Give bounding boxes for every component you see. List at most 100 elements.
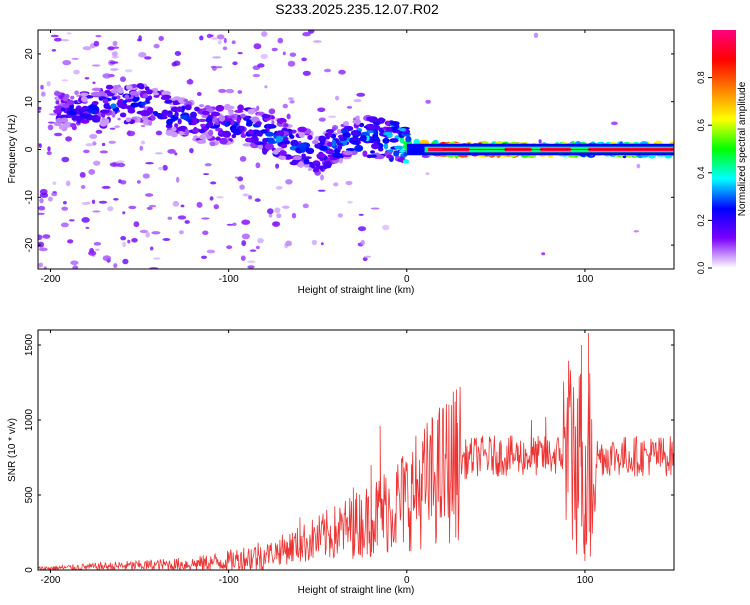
spectrogram-cell <box>213 204 219 210</box>
spectrogram-cell <box>255 121 262 126</box>
spectrogram-cell <box>68 219 75 222</box>
spectrogram-cell <box>251 116 260 123</box>
spectrogram-cell <box>252 73 261 78</box>
spectrogram-cell <box>99 109 110 114</box>
spectrogram-cell <box>142 93 149 99</box>
spectrogram-cell <box>359 134 367 142</box>
spectrogram-cell <box>183 98 188 103</box>
spectrogram-cell <box>232 61 238 66</box>
spectrogram-cell <box>198 104 205 108</box>
spectrogram-cell <box>240 133 247 138</box>
spectrogram-cell <box>101 112 106 118</box>
spectrogram-cell <box>144 56 152 60</box>
spectrogram-cell <box>364 255 372 258</box>
spectrogram-cell <box>176 176 180 183</box>
spectrogram-cell <box>209 141 216 147</box>
spectrogram-cell <box>311 239 318 246</box>
spectrogram-cell <box>257 63 265 68</box>
spectrogram-cell <box>260 53 268 60</box>
spectrogram-y-ticks: 20 10 0 -10 -20 <box>24 48 674 252</box>
spectrogram-cell <box>127 130 131 136</box>
x-tick-label: 0 <box>404 274 410 285</box>
colorbar-scale <box>712 30 736 268</box>
spectrogram-cell <box>150 246 154 251</box>
spectrogram-cell <box>133 221 140 228</box>
spectrogram-cell <box>54 105 64 110</box>
y-tick-label: -10 <box>24 190 35 205</box>
spectrogram-cell <box>389 138 399 143</box>
spectrogram-cell <box>350 139 361 145</box>
spectrogram-cell <box>170 131 178 138</box>
spectrogram-cell <box>102 255 112 262</box>
spectrogram-cell <box>205 117 213 123</box>
spectrogram-cell <box>280 143 288 149</box>
spectrogram-cell <box>232 222 237 226</box>
spectrogram-cell <box>38 212 45 215</box>
spectrogram-cell <box>331 139 336 147</box>
spectrogram-cell <box>235 176 239 179</box>
spectrogram-cell <box>92 210 101 213</box>
spectrogram-cell <box>255 162 261 169</box>
spectrogram-cell <box>242 193 250 197</box>
spectrogram-cell <box>80 113 89 119</box>
spectrogram-cell <box>52 181 57 185</box>
spectrogram-cell <box>343 121 350 126</box>
spectrogram-cell <box>292 155 302 161</box>
y-tick-label: 10 <box>24 96 35 108</box>
spectrogram-cell <box>300 146 306 153</box>
spectrogram-cell <box>538 139 542 144</box>
spectrogram-cell <box>139 145 144 151</box>
spectrogram-cell <box>223 37 227 44</box>
spectrogram-cell <box>139 229 149 234</box>
spectrogram-cell <box>373 129 379 136</box>
spectrogram-cell <box>120 180 127 185</box>
spectrogram-cell <box>112 40 118 47</box>
spectrogram-cell <box>225 88 235 94</box>
spectrogram-cell <box>105 84 114 90</box>
spectrogram-cell <box>62 60 72 66</box>
spectrogram-cell <box>122 100 128 104</box>
spectrogram-cell <box>317 107 326 113</box>
spectrogram-cell <box>347 200 353 204</box>
spectrogram-cell <box>355 115 360 120</box>
spectrogram-cell <box>155 130 163 136</box>
spectrogram-cell <box>362 257 368 262</box>
spectrogram-cell <box>188 78 193 85</box>
spectrogram-cell <box>267 124 277 129</box>
spectrogram-cell <box>125 69 133 73</box>
spectrogram-cell <box>107 206 114 212</box>
spectrogram-cell <box>353 99 362 103</box>
spectrogram-cell <box>140 124 146 127</box>
y-tick-label: 1000 <box>24 408 35 431</box>
spectrogram-cell <box>302 203 309 209</box>
spectrogram-cell <box>74 90 79 95</box>
spectrogram-cell <box>92 81 96 85</box>
spectrogram-cell <box>226 245 233 250</box>
spectrogram-cell <box>206 121 214 127</box>
spectrogram-cell <box>167 216 173 220</box>
spectrogram-cell <box>149 204 157 208</box>
spectrogram-cell <box>138 85 145 90</box>
spectrogram-cell <box>50 34 59 38</box>
spectrogram-cell <box>362 150 368 157</box>
spectrogram-cell <box>198 129 206 134</box>
spectrogram-cell <box>275 186 283 190</box>
spectrogram-cell <box>63 201 67 205</box>
spectrogram-cell <box>337 129 342 135</box>
spectrogram-cell <box>231 40 236 45</box>
spectrogram-cell <box>51 49 57 52</box>
spectrogram-cell <box>162 164 168 171</box>
spectrogram-cell <box>39 198 44 204</box>
spectrogram-cell <box>76 117 82 124</box>
y-tick-label: -20 <box>24 237 35 252</box>
x-tick-label: -200 <box>40 274 60 285</box>
spectrogram-cell <box>350 130 359 137</box>
spectrogram-cell <box>212 56 222 59</box>
spectrogram-cell <box>264 143 274 150</box>
spectrogram-cell <box>202 230 209 236</box>
spectrogram-cell <box>633 230 639 233</box>
spectrogram-cell <box>199 134 206 140</box>
spectrogram-cell <box>109 162 118 167</box>
spectrogram-cell <box>370 207 380 210</box>
